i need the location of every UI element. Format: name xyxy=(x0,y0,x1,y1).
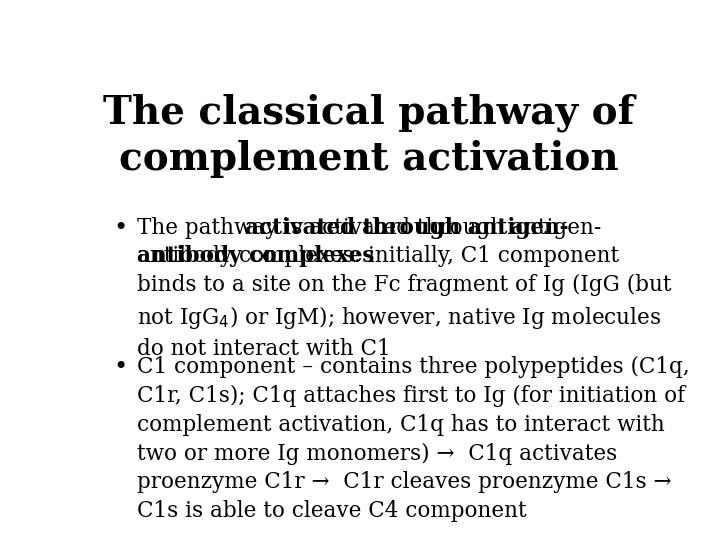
Text: •: • xyxy=(114,217,128,240)
Text: C1 component – contains three polypeptides (C1q,
C1r, C1s); C1q attaches first t: C1 component – contains three polypeptid… xyxy=(138,356,690,522)
Text: The classical pathway of
complement activation: The classical pathway of complement acti… xyxy=(103,94,635,178)
Text: •: • xyxy=(114,356,128,379)
Text: activated through antigen-: activated through antigen- xyxy=(245,217,569,239)
Text: antibody complexes: antibody complexes xyxy=(138,245,375,267)
Text: The pathway is activated through antigen-
antibody complexes: initially, C1 comp: The pathway is activated through antigen… xyxy=(138,217,672,360)
